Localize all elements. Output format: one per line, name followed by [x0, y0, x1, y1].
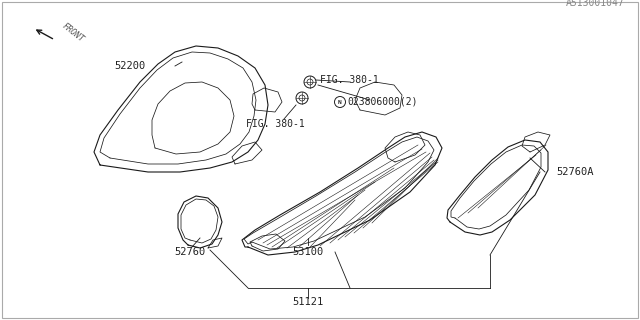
Text: FIG. 380-1: FIG. 380-1: [320, 75, 379, 85]
Text: FRONT: FRONT: [60, 21, 85, 44]
Text: 51121: 51121: [292, 297, 324, 307]
Text: A513001047: A513001047: [566, 0, 625, 8]
Text: 52760: 52760: [174, 247, 205, 257]
Text: 52760A: 52760A: [556, 167, 593, 177]
Text: 53100: 53100: [292, 247, 324, 257]
Text: 023806000(2): 023806000(2): [347, 97, 417, 107]
Text: FIG. 380-1: FIG. 380-1: [246, 119, 305, 129]
Text: 52200: 52200: [115, 61, 146, 71]
Text: N: N: [338, 100, 342, 105]
